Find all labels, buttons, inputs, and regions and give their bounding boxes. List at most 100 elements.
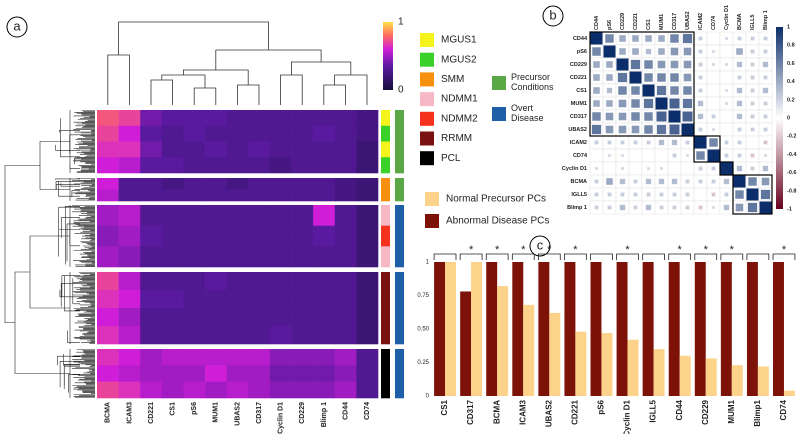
row-label: Blimp 1	[567, 205, 587, 211]
bar	[523, 304, 535, 396]
corr-square	[646, 140, 651, 145]
corr-square	[642, 84, 655, 97]
column-label: BCMA	[105, 402, 112, 423]
heatmap-cell	[97, 308, 119, 327]
bar	[720, 262, 732, 396]
corr-square	[670, 60, 679, 69]
corr-square	[735, 190, 744, 199]
corr-square	[593, 87, 600, 94]
panel-c-badge: c	[529, 235, 551, 257]
heatmap-cell	[183, 205, 206, 226]
significance-bracket	[459, 253, 483, 260]
heatmap-cell	[226, 125, 249, 142]
condition-annotation	[395, 349, 404, 366]
heatmap-cell	[226, 246, 249, 268]
corr-square	[736, 100, 743, 107]
corr-square	[620, 140, 625, 145]
colorbar-label: -0.2	[787, 134, 796, 140]
cluster-box	[719, 161, 734, 176]
corr-square	[685, 192, 690, 197]
heatmap-cell	[334, 205, 357, 226]
x-tick-label: BCMA	[492, 400, 501, 424]
heatmap-cell	[356, 225, 379, 247]
heatmap-cell	[269, 110, 292, 127]
bar	[653, 349, 665, 396]
x-tick-label: CD44	[675, 399, 684, 420]
corr-square	[594, 179, 599, 184]
heatmap-cell	[356, 290, 379, 309]
bar	[460, 291, 472, 396]
corr-square	[709, 138, 718, 147]
corr-square	[658, 139, 665, 146]
y-tick-label: 0.25	[417, 360, 429, 366]
corr-square	[750, 101, 755, 106]
corr-square	[697, 100, 704, 107]
row-label: CD229	[570, 62, 587, 68]
heatmap-cell	[291, 246, 314, 268]
heatmap-cell	[118, 225, 141, 247]
heatmap-cell	[226, 326, 249, 345]
heatmap-cell	[291, 365, 314, 382]
corr-square	[617, 72, 628, 83]
panel-label: c	[537, 237, 544, 252]
heatmap-cell	[161, 205, 184, 226]
row-label: CD221	[570, 75, 587, 81]
heatmap-cell	[183, 349, 206, 366]
corr-square	[725, 63, 728, 66]
corr-square	[656, 124, 667, 135]
corr-square	[672, 153, 677, 158]
corr-square	[671, 139, 678, 146]
corr-square	[725, 102, 728, 105]
col-label: IGLL5	[750, 14, 756, 30]
corr-cell	[667, 161, 682, 176]
heatmap-cell	[313, 246, 336, 268]
heatmap-cell	[161, 272, 184, 291]
heatmap-cell	[205, 308, 227, 327]
corr-square	[670, 34, 679, 43]
corr-square	[606, 61, 613, 68]
legend-label: Normal Precursor PCs	[446, 194, 546, 205]
heatmap-cell	[313, 381, 336, 399]
corr-square	[737, 140, 742, 145]
corr-square	[737, 36, 742, 41]
heatmap-cell	[291, 178, 314, 190]
heatmap-cell	[140, 205, 163, 226]
cluster-box	[589, 31, 695, 137]
corr-square	[723, 204, 730, 211]
corr-square	[762, 87, 769, 94]
colorbar-label: -0.6	[787, 170, 796, 176]
corr-square	[762, 61, 769, 68]
colorbar-label: -0.4	[787, 152, 797, 158]
corr-square	[629, 71, 642, 84]
corr-square	[697, 113, 704, 120]
corr-square	[655, 97, 668, 110]
corr-square	[618, 99, 627, 108]
y-tick-label: 0.50	[417, 327, 429, 333]
corr-cell	[706, 83, 721, 98]
heatmap-cell	[313, 225, 336, 247]
heatmap-cell	[183, 157, 206, 174]
bar	[601, 333, 613, 396]
corr-square	[660, 167, 663, 170]
corr-square	[682, 111, 693, 122]
heatmap-cell	[269, 205, 292, 226]
legend-label: MGUS1	[441, 35, 477, 46]
corr-square	[631, 99, 640, 108]
condition-annotation	[395, 157, 404, 174]
heatmap-cell	[334, 308, 357, 327]
corr-square	[763, 140, 768, 145]
corr-cell	[719, 44, 734, 59]
heatmap-cell	[313, 110, 336, 127]
heatmap-cell	[183, 272, 206, 291]
heatmap-cell	[334, 272, 357, 291]
heatmap-cell	[334, 110, 357, 127]
corr-square	[750, 62, 755, 67]
corr-square	[760, 189, 771, 200]
colorbar-label: 0.2	[787, 97, 795, 103]
corr-square	[647, 167, 650, 170]
heatmap-cell	[97, 290, 119, 309]
bar	[564, 262, 576, 396]
heatmap-cell	[291, 125, 314, 142]
heatmap-cell	[356, 349, 379, 366]
condition-annotation	[395, 246, 404, 268]
